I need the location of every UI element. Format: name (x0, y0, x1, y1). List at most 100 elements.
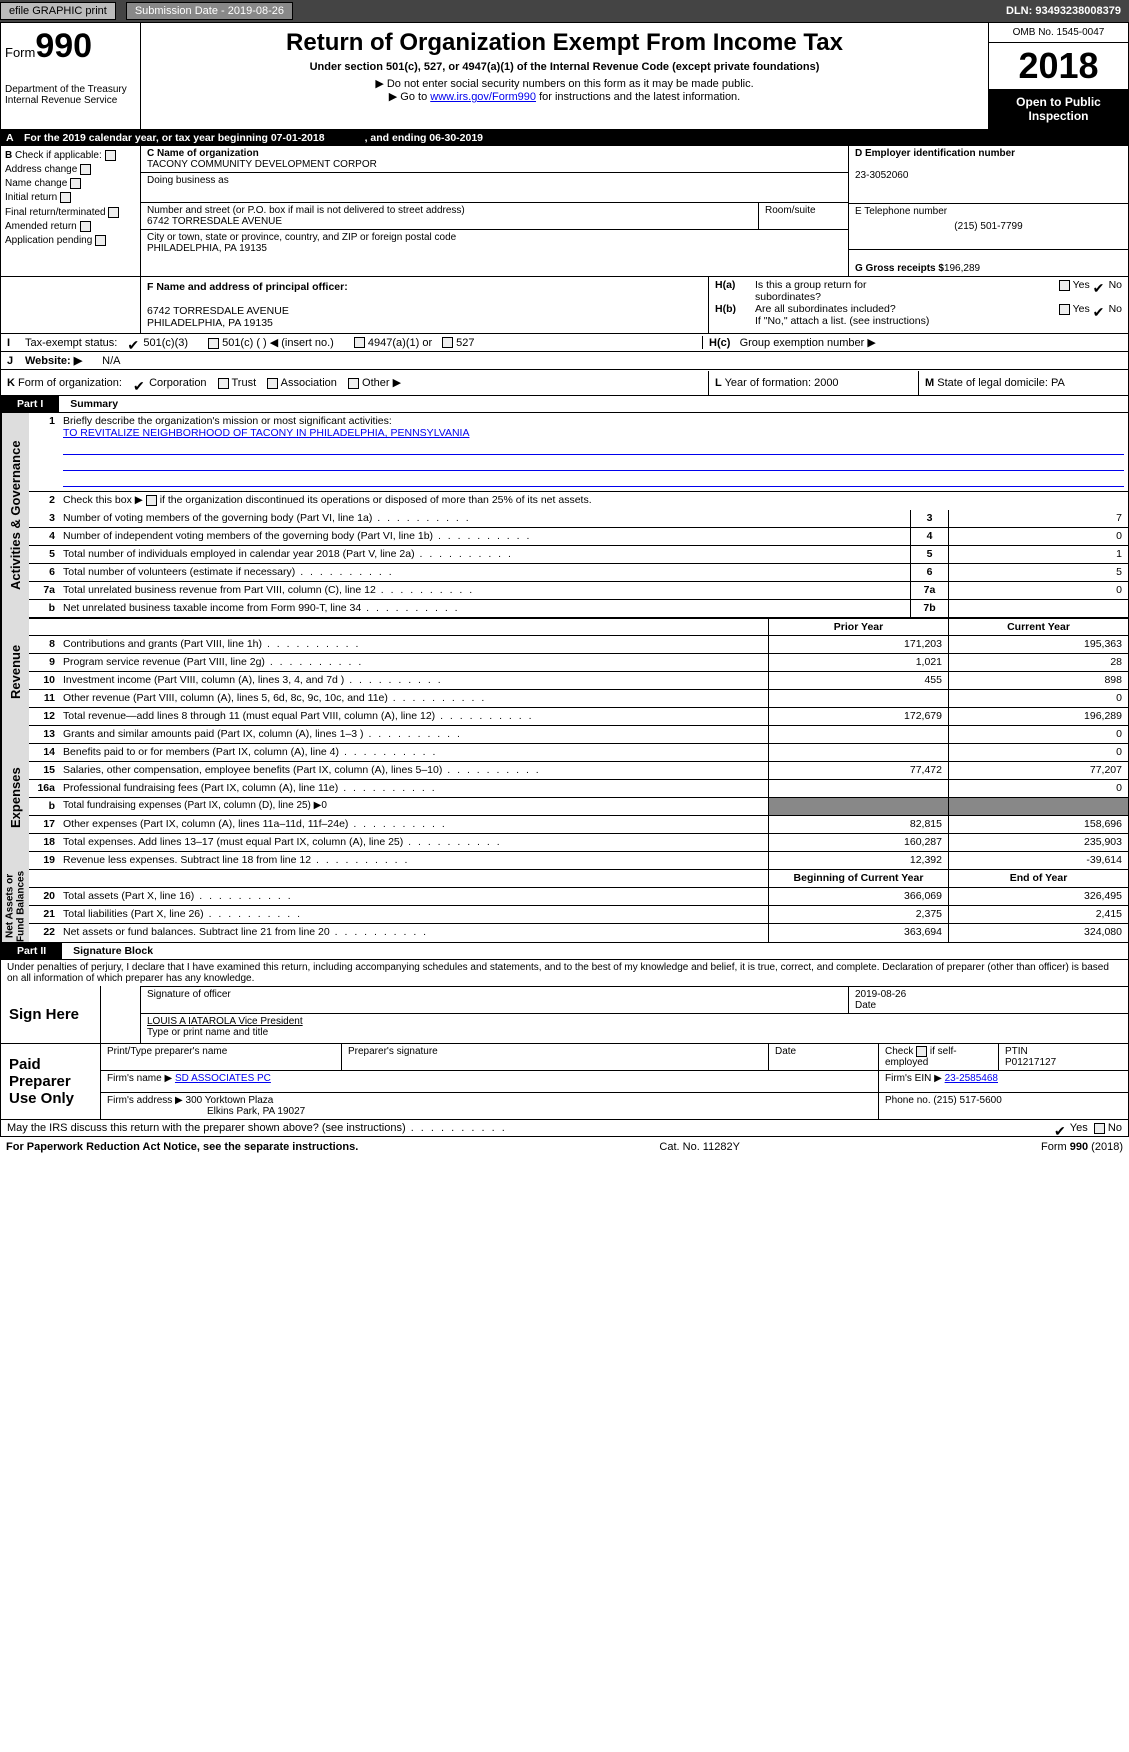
tax-year-begin: For the 2019 calendar year, or tax year … (24, 132, 325, 144)
street-label: Number and street (or P.O. box if mail i… (147, 205, 465, 216)
mission-text[interactable]: TO REVITALIZE NEIGHBORHOOD OF TACONY IN … (63, 427, 469, 439)
tax-year: 2018 (989, 43, 1128, 89)
expenses-section: Expenses 13Grants and similar amounts pa… (0, 726, 1129, 870)
b-opt-label: Name change (5, 178, 67, 189)
checkbox-checked[interactable] (133, 378, 146, 389)
part2-header: Part II Signature Block (0, 943, 1129, 960)
section-bcde: B Check if applicable: Address change Na… (0, 146, 1129, 277)
row-j: J Website: ▶ N/A (0, 352, 1129, 370)
form-label: Form (5, 45, 35, 60)
opt-corp: Corporation (149, 377, 206, 389)
phone-label: E Telephone number (855, 206, 947, 217)
street-value: 6742 TORRESDALE AVENUE (147, 216, 282, 227)
checkbox[interactable] (267, 378, 278, 389)
exempt-status-label: Tax-exempt status: (25, 337, 117, 349)
firm-phone-label: Phone no. (885, 1095, 931, 1106)
checkbox[interactable] (442, 337, 453, 348)
part1-bar: Part I (1, 396, 59, 412)
phone-value: (215) 501-7799 (855, 221, 1122, 232)
ptin-label: PTIN (1005, 1046, 1028, 1057)
firm-addr-label: Firm's address ▶ (107, 1095, 183, 1106)
part2-bar: Part II (1, 943, 62, 959)
date-label: Date (855, 1000, 876, 1011)
checkbox[interactable] (80, 164, 91, 175)
col-end: End of Year (948, 870, 1128, 887)
efile-badge[interactable]: efile GRAPHIC print (0, 2, 116, 20)
sig-date: 2019-08-26 (855, 989, 1122, 1000)
side-net-assets: Net Assets or Fund Balances (1, 870, 29, 942)
cat-no: Cat. No. 11282Y (659, 1141, 740, 1153)
checkbox[interactable] (105, 150, 116, 161)
name-title-label: Type or print name and title (147, 1027, 268, 1038)
omb-number: OMB No. 1545-0047 (989, 23, 1128, 43)
pra-notice: For Paperwork Reduction Act Notice, see … (6, 1141, 358, 1153)
firm-phone: (215) 517-5600 (933, 1095, 1001, 1106)
ptin-value: P01217127 (1005, 1057, 1056, 1068)
group-return-label: Is this a group return for subordinates? (755, 279, 1053, 303)
checkbox[interactable] (1094, 1123, 1105, 1134)
top-bar: efile GRAPHIC print Submission Date - 20… (0, 0, 1129, 22)
revenue-section: Revenue Prior YearCurrent Year 8Contribu… (0, 618, 1129, 726)
firm-name-label: Firm's name ▶ (107, 1073, 172, 1084)
dln: DLN: 93493238008379 (1006, 5, 1129, 17)
checkbox[interactable] (916, 1046, 927, 1057)
perjury-statement: Under penalties of perjury, I declare th… (0, 960, 1129, 986)
officer-name: LOUIS A IATAROLA Vice President (147, 1016, 303, 1027)
checkbox-checked[interactable] (127, 337, 140, 348)
checkbox[interactable] (354, 337, 365, 348)
col-prior: Prior Year (768, 619, 948, 635)
submission-date: Submission Date - 2019-08-26 (126, 2, 293, 20)
sign-here-label: Sign Here (1, 986, 101, 1043)
checkbox[interactable] (108, 207, 119, 218)
city-label: City or town, state or province, country… (147, 232, 456, 243)
opt-501c3: 501(c)(3) (143, 337, 188, 349)
preparer-sig-label: Preparer's signature (341, 1044, 768, 1071)
side-governance: Activities & Governance (1, 413, 29, 618)
b-opt-label: Final return/terminated (5, 207, 106, 218)
checkbox[interactable] (348, 378, 359, 389)
checkbox[interactable] (208, 338, 219, 349)
checkbox[interactable] (1059, 280, 1070, 291)
checkbox[interactable] (60, 192, 71, 203)
city-value: PHILADELPHIA, PA 19135 (147, 243, 267, 254)
col-current: Current Year (948, 619, 1128, 635)
checkbox-checked[interactable] (1054, 1123, 1067, 1134)
form-org-label: Form of organization: (18, 377, 122, 389)
firm-ein[interactable]: 23-2585468 (945, 1073, 998, 1084)
website-label: Website: ▶ (25, 354, 82, 367)
year-formation-label: Year of formation: (725, 377, 811, 389)
checkbox-checked[interactable] (1093, 280, 1106, 291)
dba-label: Doing business as (147, 175, 229, 186)
irs-link[interactable]: www.irs.gov/Form990 (430, 91, 536, 103)
firm-name[interactable]: SD ASSOCIATES PC (175, 1073, 271, 1084)
open-inspection-badge: Open to Public Inspection (989, 89, 1128, 129)
net-assets-section: Net Assets or Fund Balances Beginning of… (0, 870, 1129, 943)
part1-title: Summary (70, 398, 118, 410)
b-opt-label: Initial return (5, 193, 57, 204)
checkbox[interactable] (95, 235, 106, 246)
officer-address: 6742 TORRESDALE AVENUE PHILADELPHIA, PA … (147, 305, 289, 329)
paid-preparer-label: Paid Preparer Use Only (1, 1044, 101, 1119)
opt-assoc: Association (281, 377, 337, 389)
part2-title: Signature Block (73, 945, 153, 957)
org-name: TACONY COMMUNITY DEVELOPMENT CORPOR (147, 159, 377, 170)
checkbox[interactable] (146, 495, 157, 506)
checkbox[interactable] (218, 378, 229, 389)
firm-ein-label: Firm's EIN ▶ (885, 1073, 942, 1084)
checkbox[interactable] (70, 178, 81, 189)
checkbox[interactable] (80, 221, 91, 232)
b-opt-label: Amended return (5, 221, 77, 232)
subordinates-label: Are all subordinates included? (755, 303, 1053, 315)
checkbox-checked[interactable] (1093, 304, 1106, 315)
firm-addr1: 300 Yorktown Plaza (186, 1095, 274, 1106)
b-opt-label: Address change (5, 164, 77, 175)
checkbox[interactable] (1059, 304, 1070, 315)
opt-4947: 4947(a)(1) or (368, 337, 432, 349)
check-applicable-label: Check if applicable: (15, 150, 102, 161)
domicile-label: State of legal domicile: (937, 377, 1048, 389)
sig-officer-label: Signature of officer (147, 989, 231, 1000)
page-footer: For Paperwork Reduction Act Notice, see … (0, 1137, 1129, 1157)
opt-other: Other ▶ (362, 377, 401, 389)
side-revenue: Revenue (1, 618, 29, 726)
note-ssn: ▶ Do not enter social security numbers o… (147, 77, 982, 90)
